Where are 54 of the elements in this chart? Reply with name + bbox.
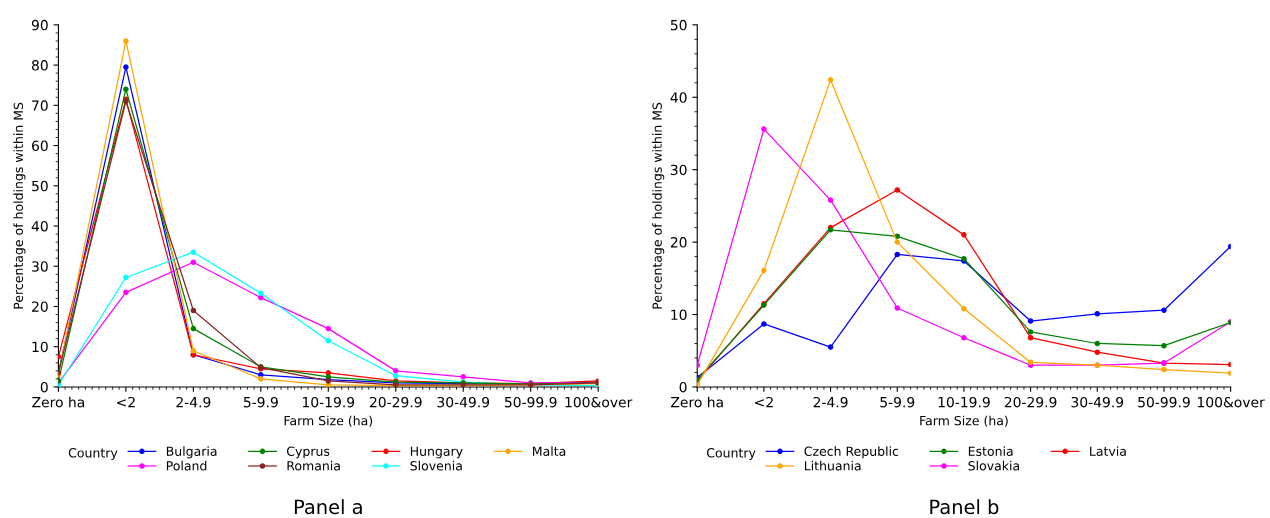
x-tick-label: 30-49.9 (1071, 396, 1124, 408)
legend-label: Latvia (1090, 446, 1126, 456)
x-tick-label: 20-29.9 (1004, 396, 1057, 408)
legend-label: Slovenia (410, 460, 462, 471)
x-axis-title: Farm Size (ha) (284, 415, 373, 427)
y-tick-label: 10 (32, 341, 48, 353)
legend-label: Malta (533, 446, 566, 456)
y-tick-label: 0 (679, 381, 687, 393)
y-tick-label: 30 (32, 261, 48, 272)
x-tick-label: 2-4.9 (176, 396, 211, 408)
y-tick-label: 10 (671, 309, 687, 320)
y-tick-label: 60 (31, 140, 48, 152)
y-tick-label: 90 (31, 19, 48, 31)
x-tick-label: 10-19.9 (303, 396, 355, 408)
x-tick-label: 2-4.9 (813, 396, 848, 408)
x-tick-label: Zero ha (32, 396, 84, 408)
y-tick-label: 50 (32, 180, 48, 192)
x-tick-label: <2 (755, 396, 773, 408)
x-tick-label: 5-9.9 (880, 396, 915, 408)
y-axis-title: Percentage of holdings within MS (652, 102, 665, 309)
y-tick-label: 40 (670, 92, 687, 103)
x-tick-label: 30-49.9 (437, 396, 490, 408)
text: Panel a (294, 499, 362, 515)
legend-label: Hungary (410, 446, 463, 459)
legend-title: Country (706, 448, 756, 460)
legend-label: Poland (166, 460, 207, 471)
y-tick-label: 20 (32, 301, 48, 312)
x-tick-label: Zero ha (671, 396, 723, 408)
legend-label: Estonia (968, 446, 1013, 456)
x-tick-label: 20-29.9 (369, 396, 422, 408)
y-tick-label: 50 (670, 19, 687, 31)
y-tick-label: 20 (670, 237, 687, 248)
x-tick-label: 5-9.9 (243, 396, 278, 408)
legend-label: Bulgaria (166, 446, 217, 459)
x-tick-label: 10-19.9 (938, 396, 990, 408)
y-tick-label: 80 (31, 60, 48, 71)
x-tick-label: 100&over (565, 396, 633, 408)
legend-label: Romania (287, 460, 340, 471)
x-tick-label: 50-99.9 (504, 396, 557, 408)
x-tick-label: 50-99.9 (1138, 396, 1190, 408)
y-tick-label: 30 (670, 164, 687, 176)
y-tick-label: 0 (40, 381, 48, 393)
x-tick-label: <2 (117, 396, 135, 408)
y-axis-title: Percentage of holdings within MS (13, 102, 26, 309)
legend-label: Lithuania (804, 460, 861, 471)
legend-label: Cyprus (286, 446, 330, 459)
x-axis-title: Farm Size (ha) (920, 415, 1008, 427)
text: Panel b (930, 499, 999, 515)
legend-title: Country (68, 448, 118, 460)
legend-label: Slovakia (968, 460, 1020, 471)
y-tick-label: 70 (32, 100, 48, 111)
legend-label: Czech Republic (804, 446, 899, 459)
y-tick-label: 40 (31, 220, 48, 232)
x-tick-label: 100&over (1198, 396, 1265, 408)
